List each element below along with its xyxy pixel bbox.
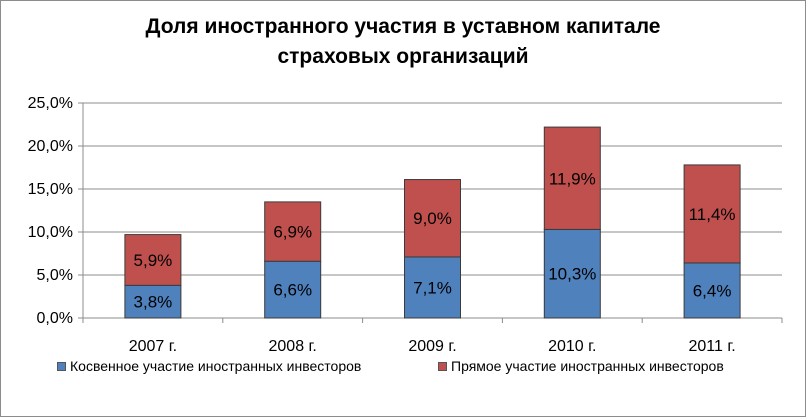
data-label-direct: 11,9% bbox=[549, 169, 596, 188]
x-tick-label: 2010 г. bbox=[548, 338, 596, 355]
bar-indirect bbox=[264, 260, 322, 319]
legend-swatch-direct bbox=[438, 361, 447, 371]
y-tick-label: 5,0% bbox=[37, 267, 73, 284]
chart-title-line-2: страховых организаций bbox=[277, 45, 529, 68]
bar-indirect bbox=[543, 228, 601, 319]
x-tick-label: 2011 г. bbox=[689, 338, 736, 355]
data-label-indirect: 10,3% bbox=[548, 265, 596, 284]
data-label-indirect: 6,4% bbox=[693, 281, 732, 300]
y-tick-label: 20,0% bbox=[28, 138, 73, 155]
data-label-direct: 6,9% bbox=[273, 223, 312, 242]
legend-swatch-indirect bbox=[57, 361, 66, 371]
y-tick-label: 0,0% bbox=[37, 310, 73, 327]
bar-direct bbox=[124, 234, 182, 286]
bar-indirect bbox=[124, 284, 182, 319]
bar-direct bbox=[404, 179, 461, 258]
x-tick-label: 2009 г. bbox=[408, 338, 456, 355]
data-label-direct: 5,9% bbox=[134, 251, 173, 270]
data-label-indirect: 3,8% bbox=[134, 293, 173, 312]
x-tick-label: 2008 г. bbox=[269, 338, 317, 355]
chart-title: Доля иностранного участия в уставном кап… bbox=[0, 12, 806, 72]
data-label-indirect: 7,1% bbox=[413, 278, 452, 297]
x-tick-label: 2007 г. bbox=[129, 338, 177, 355]
y-tick-label: 10,0% bbox=[28, 224, 73, 241]
data-label-direct: 9,0% bbox=[413, 209, 452, 228]
data-label-indirect: 6,6% bbox=[273, 281, 312, 300]
bar-direct bbox=[264, 201, 322, 262]
chart-title-line-1: Доля иностранного участия в уставном кап… bbox=[145, 15, 661, 38]
legend-item-direct: Прямое участие иностранных инвесторов bbox=[438, 358, 724, 374]
chart-legend: Косвенное участие иностранных инвесторов… bbox=[0, 358, 806, 380]
bar-direct bbox=[543, 126, 601, 230]
bar-indirect bbox=[404, 256, 461, 319]
legend-item-indirect: Косвенное участие иностранных инвесторов bbox=[57, 358, 361, 374]
y-tick-label: 15,0% bbox=[28, 181, 73, 198]
bar-indirect bbox=[683, 262, 741, 319]
data-label-direct: 11,4% bbox=[689, 205, 736, 224]
legend-label-indirect: Косвенное участие иностранных инвесторов bbox=[70, 358, 362, 374]
bar-direct bbox=[683, 164, 741, 264]
legend-label-direct: Прямое участие иностранных инвесторов bbox=[451, 358, 724, 374]
y-tick-label: 25,0% bbox=[28, 95, 73, 112]
